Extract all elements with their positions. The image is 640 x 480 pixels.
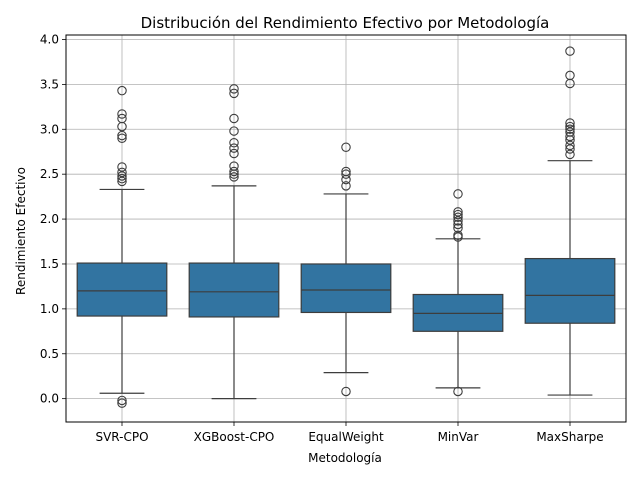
box-iqr: [300, 263, 392, 314]
y-tick-label: 1.0: [40, 302, 59, 316]
outlier-point: [117, 176, 127, 187]
box-group: [524, 46, 616, 396]
outlier-point: [565, 124, 575, 135]
outlier-point: [117, 167, 127, 178]
x-tick-label: EqualWeight: [308, 430, 384, 444]
outlier-point: [229, 172, 239, 182]
boxes-layer: [76, 46, 616, 408]
outlier-point: [229, 137, 239, 148]
y-tick-label: 4.0: [40, 32, 59, 46]
outlier-point: [229, 166, 239, 177]
box-group: [188, 84, 280, 400]
outlier-point: [565, 46, 575, 56]
outlier-point: [565, 140, 575, 151]
outlier-point: [117, 171, 127, 181]
outlier-point: [453, 212, 463, 223]
outlier-point: [453, 386, 463, 397]
x-axis-label: Metodología: [308, 451, 382, 465]
x-tick-label: SVR-CPO: [95, 430, 148, 444]
outlier-point: [565, 127, 575, 137]
y-tick-label: 0.0: [40, 392, 59, 406]
outlier-point: [229, 161, 239, 171]
outlier-point: [117, 130, 127, 141]
outlier-point: [229, 88, 239, 99]
outlier-point: [341, 181, 351, 191]
x-tick-label: MaxSharpe: [536, 430, 603, 444]
box-group: [76, 85, 168, 408]
outlier-point: [565, 118, 575, 128]
y-tick-label: 2.0: [40, 212, 59, 226]
outlier-point: [341, 166, 351, 177]
outlier-point: [229, 126, 239, 136]
outlier-point: [565, 70, 575, 81]
outlier-point: [453, 223, 463, 233]
outlier-point: [117, 109, 127, 119]
outlier-point: [117, 113, 127, 124]
outlier-point: [453, 207, 463, 217]
outlier-point: [229, 84, 239, 94]
outlier-point: [117, 173, 127, 184]
outlier-point: [565, 144, 575, 154]
outlier-point: [453, 216, 463, 226]
outlier-point: [117, 133, 127, 144]
box-group: [300, 142, 392, 397]
x-tick-label: MinVar: [438, 430, 479, 444]
plot-frame: [65, 34, 627, 423]
y-axis-label: Rendimiento Efectivo: [14, 167, 28, 295]
outlier-point: [229, 148, 239, 159]
outlier-point: [117, 395, 127, 406]
outlier-point: [229, 113, 239, 124]
y-tick-label: 1.5: [40, 257, 59, 271]
outlier-point: [117, 85, 127, 96]
outlier-point: [341, 386, 351, 397]
y-tick-label: 3.5: [40, 77, 59, 91]
outlier-point: [229, 143, 239, 153]
axes-layer: 0.0 0.5 1.0 1.5 2.0 2.5 3.0 3.5 4.0 SVR-CPO XGBoos…: [40, 32, 627, 444]
box-iqr: [76, 262, 168, 317]
outlier-point: [341, 169, 351, 179]
outlier-point: [117, 398, 127, 408]
outlier-point: [565, 121, 575, 132]
outlier-point: [453, 209, 463, 220]
outlier-point: [565, 149, 575, 160]
x-tick-label: XGBoost-CPO: [194, 430, 275, 444]
chart-title: Distribución del Rendimiento Efectivo po…: [141, 14, 550, 32]
outlier-point: [341, 142, 351, 152]
box-group: [412, 189, 504, 397]
outlier-point: [453, 230, 463, 240]
outlier-point: [453, 219, 463, 230]
y-tick-label: 3.0: [40, 122, 59, 136]
outlier-point: [565, 131, 575, 142]
box-iqr: [524, 257, 616, 324]
y-tick-label: 0.5: [40, 347, 59, 361]
outlier-point: [453, 189, 463, 199]
box-iqr: [188, 262, 280, 318]
outlier-point: [117, 162, 127, 172]
y-tick-label: 2.5: [40, 167, 59, 181]
